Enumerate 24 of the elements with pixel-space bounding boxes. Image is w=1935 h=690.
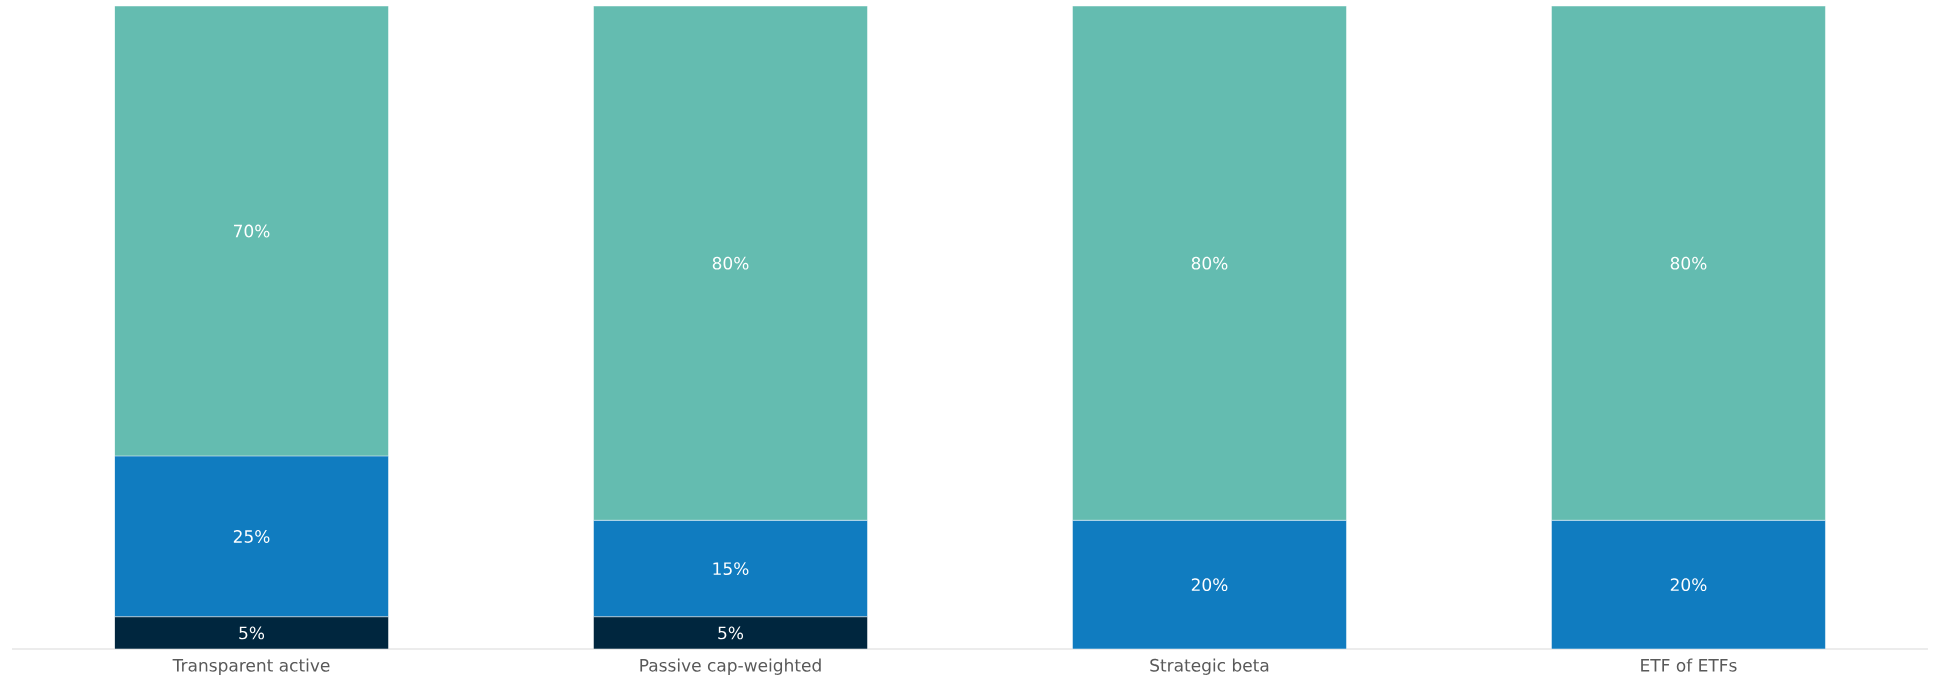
bar <box>593 616 868 649</box>
data-label: 80% <box>712 256 749 270</box>
bar <box>1551 520 1826 649</box>
x-tick-label: Passive cap-weighted <box>640 658 821 675</box>
data-label: 80% <box>1670 256 1707 270</box>
bar <box>114 455 389 618</box>
bar <box>1072 520 1347 649</box>
bar <box>1072 5 1347 521</box>
data-label: 20% <box>1191 578 1228 592</box>
bar <box>1551 5 1826 521</box>
data-label: 25% <box>233 530 270 543</box>
x-tick-label: Strategic beta <box>1150 658 1269 675</box>
bar <box>593 520 868 618</box>
x-tick-label: Transparent active <box>172 658 330 675</box>
data-label: 20% <box>1670 578 1707 592</box>
x-tick-label: ETF of ETFs <box>1641 658 1737 672</box>
data-label: 5% <box>239 626 265 640</box>
bar <box>593 5 868 521</box>
bar <box>114 616 389 649</box>
data-label: 80% <box>1191 256 1228 270</box>
data-label: 5% <box>718 626 744 640</box>
bar <box>114 5 389 457</box>
data-label: 15% <box>713 562 749 576</box>
data-label: 70% <box>234 224 270 238</box>
